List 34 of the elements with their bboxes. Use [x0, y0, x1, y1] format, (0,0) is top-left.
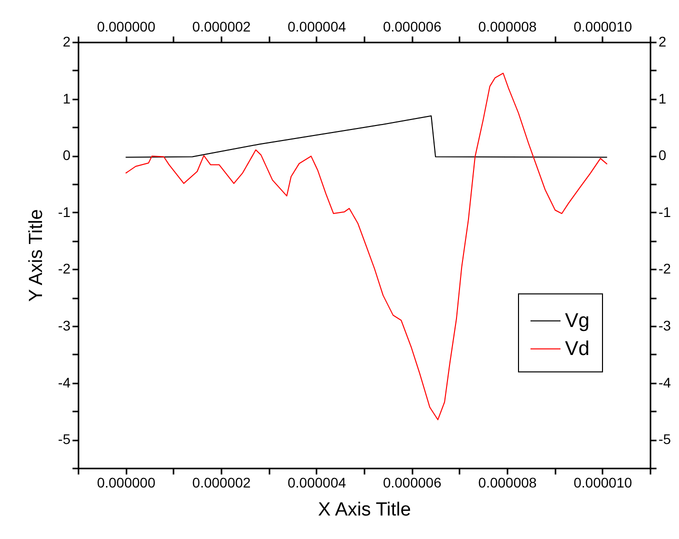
x-axis-title: X Axis Title	[318, 500, 411, 520]
x-tick-label: 0.000002	[192, 474, 251, 490]
y-tick-label: -1	[58, 204, 71, 220]
y-tick-label: 2	[62, 34, 71, 50]
y2-tick-label: -1	[658, 204, 672, 220]
x2-tick-label: 0.000002	[192, 18, 251, 34]
line-series	[125, 115, 608, 158]
x-tick-label: 0.000010	[574, 474, 632, 490]
y2-tick-label: -4	[658, 374, 672, 390]
x2-tick-label: 0.000010	[574, 18, 632, 34]
x2-tick-label: 0.000006	[382, 18, 442, 34]
y2-tick-label: 1	[658, 90, 666, 106]
y-tick-label: -4	[58, 374, 71, 390]
legend-label: Vg	[565, 310, 590, 332]
y2-tick-label: -2	[658, 260, 672, 277]
legend-label: Vd	[565, 338, 590, 360]
y2-tick-label: 0	[658, 147, 666, 164]
x2-tick-label: 0.000004	[288, 18, 346, 34]
line-series	[125, 72, 608, 420]
x-tick-label: 0.000006	[382, 474, 442, 490]
y-tick-label: 0	[62, 147, 71, 164]
y-tick-label: -3	[58, 318, 71, 334]
y2-tick-label: -5	[658, 431, 672, 448]
y-axis-title: Y Axis Title	[26, 209, 48, 302]
x2-tick-label: 0.000000	[96, 18, 156, 34]
y-tick-label: -2	[58, 260, 71, 277]
y-tick-label: -5	[58, 431, 71, 448]
x2-tick-label: 0.000008	[478, 18, 537, 34]
x-tick-label: 0.000000	[96, 474, 156, 490]
y-tick-label: 1	[62, 90, 71, 106]
x-tick-label: 0.000004	[288, 474, 346, 490]
x-tick-label: 0.000008	[478, 474, 537, 490]
y2-tick-label: 2	[658, 34, 666, 50]
y2-tick-label: -3	[658, 318, 672, 334]
